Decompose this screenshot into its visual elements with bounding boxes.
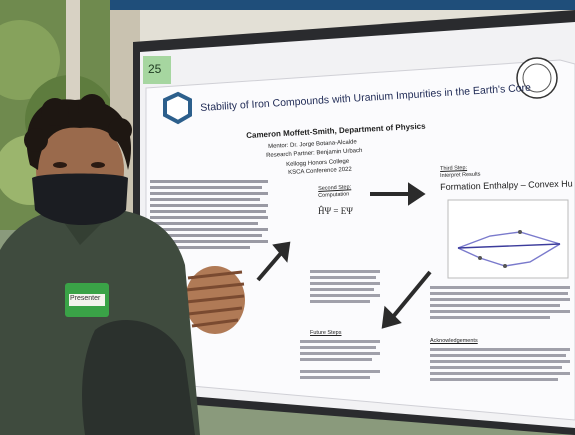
flow-arrows — [256, 182, 432, 329]
university-logo — [163, 91, 192, 125]
future-steps-heading: Future Steps — [310, 330, 342, 336]
abstract-text — [150, 180, 268, 249]
person — [0, 94, 200, 435]
folded-jacket — [82, 320, 195, 435]
equation-schrodinger: ĤΨ = EΨ — [318, 206, 353, 216]
crystal-structure-image — [185, 266, 245, 334]
middle-text — [300, 270, 380, 379]
step3-label: Third Step: — [440, 165, 468, 172]
name-tag-label: Presenter — [70, 295, 101, 302]
enthalpy-chart — [447, 199, 569, 279]
building-edge — [105, 0, 575, 10]
face-mask — [32, 173, 128, 225]
board-number: 25 — [148, 62, 162, 76]
results-text — [430, 286, 570, 381]
acknowledgements-heading: Acknowledgements — [430, 338, 478, 344]
board-number-box — [143, 56, 171, 84]
